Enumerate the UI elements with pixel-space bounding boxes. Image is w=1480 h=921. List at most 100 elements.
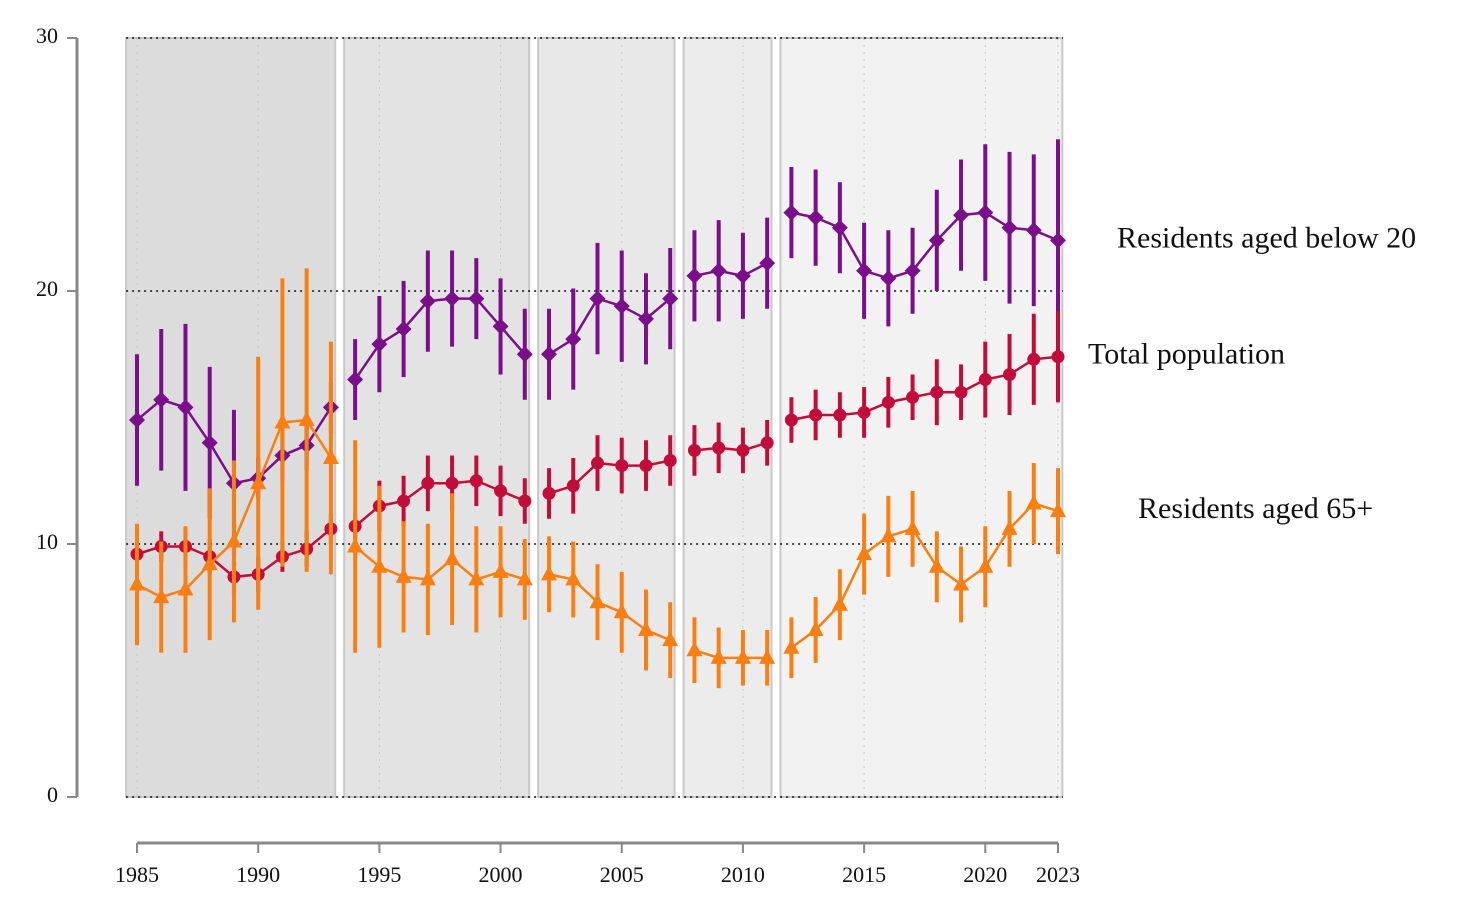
- marker: [663, 454, 677, 468]
- marker: [565, 331, 582, 348]
- marker: [516, 570, 533, 586]
- marker: [759, 648, 776, 664]
- marker: [662, 290, 679, 307]
- marker: [954, 385, 968, 399]
- series-line: [694, 262, 768, 278]
- marker: [831, 595, 848, 611]
- marker: [445, 476, 459, 490]
- marker: [880, 527, 897, 543]
- marker: [371, 336, 388, 353]
- marker: [177, 580, 194, 596]
- marker: [687, 443, 701, 457]
- marker: [566, 479, 580, 493]
- marker: [516, 346, 533, 363]
- marker: [225, 532, 242, 548]
- period-band: [682, 37, 773, 798]
- x-tick-label: 2005: [600, 862, 644, 887]
- marker: [856, 545, 873, 561]
- marker: [395, 567, 412, 583]
- marker: [541, 346, 558, 363]
- marker: [153, 588, 170, 604]
- marker: [1050, 232, 1066, 249]
- marker: [591, 456, 604, 470]
- marker: [734, 267, 751, 284]
- marker: [1051, 350, 1065, 364]
- marker: [129, 575, 145, 591]
- marker: [807, 621, 824, 637]
- marker: [518, 494, 532, 508]
- marker: [904, 262, 921, 279]
- marker: [809, 408, 823, 422]
- period-band: [537, 37, 676, 798]
- x-tick-label: 1995: [357, 862, 401, 887]
- y-tick-label: 10: [36, 529, 58, 554]
- marker: [686, 267, 703, 284]
- x-tick-label: 1990: [236, 862, 280, 887]
- series-label: Total population: [1088, 338, 1285, 371]
- marker: [833, 408, 847, 422]
- marker: [347, 371, 364, 388]
- marker: [444, 550, 461, 566]
- marker: [930, 385, 944, 399]
- marker: [298, 411, 315, 427]
- marker: [541, 565, 558, 581]
- marker: [953, 575, 970, 591]
- marker: [977, 557, 994, 573]
- marker: [856, 262, 873, 279]
- marker: [589, 290, 606, 307]
- marker: [494, 484, 508, 498]
- marker: [589, 593, 606, 609]
- marker: [710, 262, 727, 279]
- marker: [712, 441, 726, 455]
- marker: [1025, 222, 1042, 239]
- marker: [371, 557, 388, 573]
- marker: [1025, 494, 1042, 510]
- marker: [639, 459, 653, 473]
- marker: [807, 209, 824, 226]
- series-line: [694, 441, 768, 452]
- marker: [395, 320, 412, 337]
- marker: [274, 413, 291, 429]
- marker: [977, 204, 994, 221]
- marker: [419, 570, 436, 586]
- marker: [1001, 219, 1018, 236]
- x-tick-label: 2023: [1036, 862, 1080, 887]
- marker: [736, 443, 750, 457]
- marker: [322, 448, 339, 464]
- marker: [615, 459, 629, 473]
- marker: [953, 207, 970, 224]
- marker: [613, 603, 630, 619]
- marker: [784, 413, 798, 427]
- marker: [492, 318, 509, 335]
- x-tick-label: 2010: [721, 862, 765, 887]
- marker: [201, 555, 218, 571]
- marker: [421, 476, 435, 490]
- marker: [492, 562, 509, 578]
- series-label: Residents aged 65+: [1138, 492, 1373, 525]
- marker: [906, 390, 920, 404]
- marker: [637, 310, 654, 327]
- marker: [419, 293, 436, 310]
- y-tick-label: 30: [36, 23, 58, 48]
- series-label: Residents aged below 20: [1117, 221, 1416, 254]
- marker: [1027, 352, 1041, 366]
- y-tick-label: 20: [36, 276, 58, 301]
- period-band: [343, 37, 531, 798]
- marker: [928, 557, 945, 573]
- marker: [1001, 519, 1018, 535]
- marker: [710, 648, 727, 664]
- marker: [1050, 502, 1066, 518]
- series-line: [694, 649, 768, 660]
- marker: [734, 648, 751, 664]
- marker: [857, 405, 871, 419]
- marker: [880, 270, 897, 287]
- y-tick-label: 0: [47, 782, 58, 807]
- marker: [686, 641, 703, 657]
- marker: [201, 434, 218, 451]
- marker: [637, 621, 654, 637]
- marker: [347, 537, 364, 553]
- x-tick-label: 2015: [842, 862, 886, 887]
- marker: [760, 436, 774, 450]
